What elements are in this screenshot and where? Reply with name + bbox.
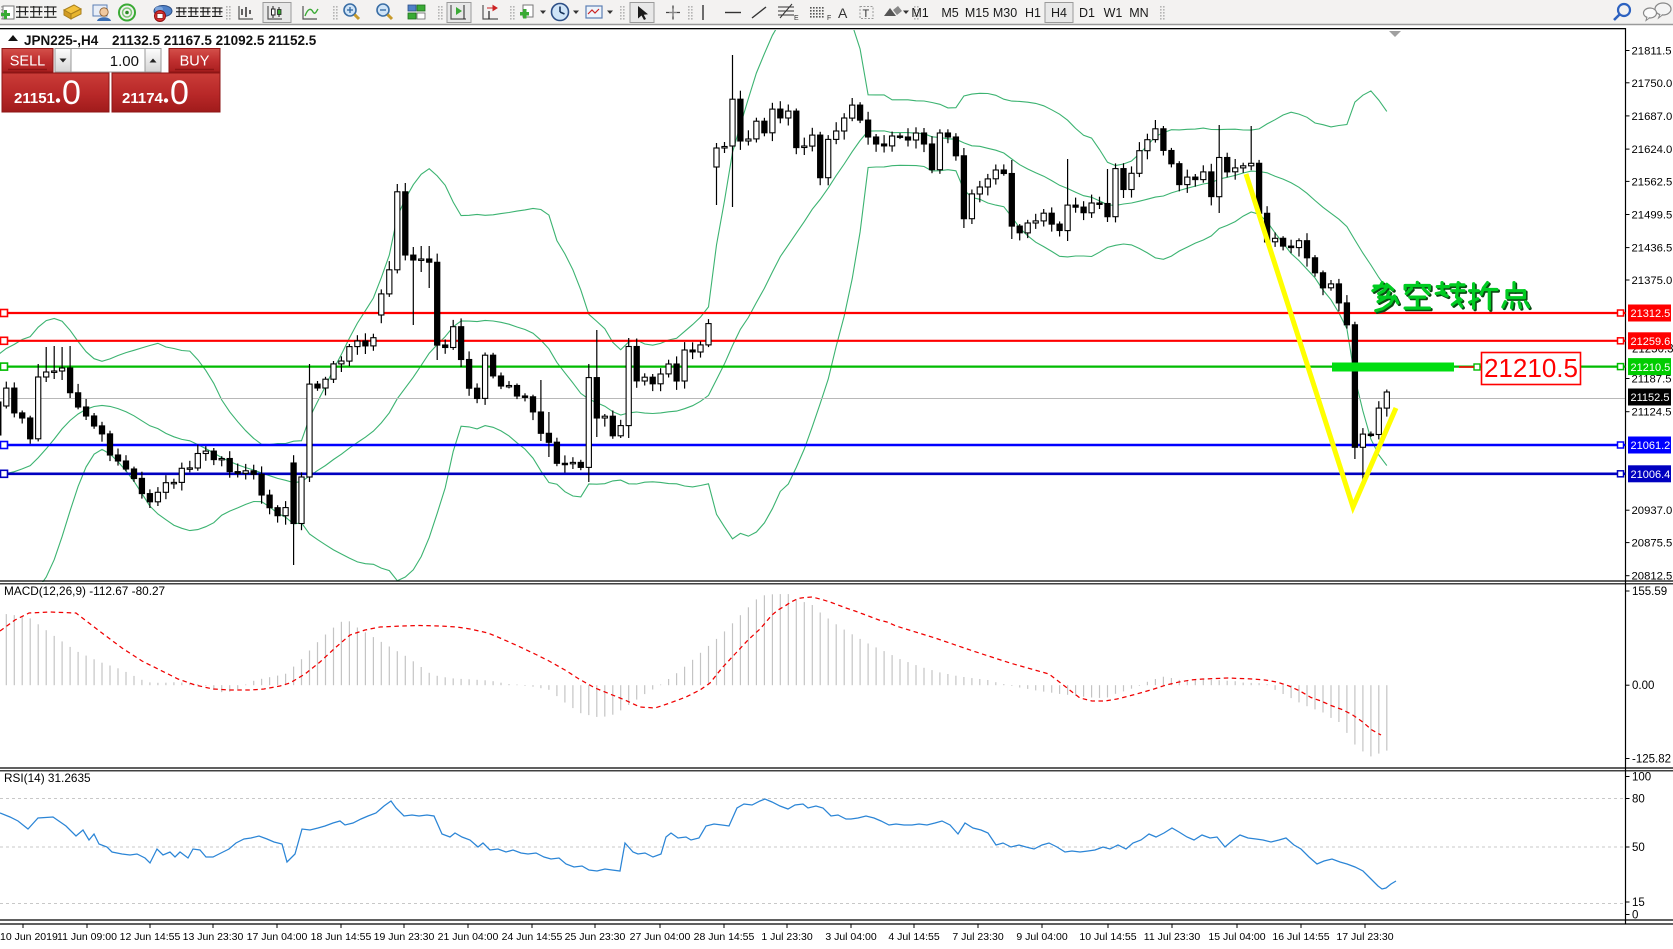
svg-text:21210.5: 21210.5 bbox=[1484, 353, 1578, 383]
svg-text:SELL: SELL bbox=[10, 54, 45, 70]
svg-text:4 Jul 14:55: 4 Jul 14:55 bbox=[888, 931, 940, 943]
svg-text:16 Jul 14:55: 16 Jul 14:55 bbox=[1272, 931, 1329, 943]
svg-text:M5: M5 bbox=[941, 6, 958, 20]
svg-text:21436.5: 21436.5 bbox=[1632, 243, 1673, 255]
svg-text:20812.5: 20812.5 bbox=[1632, 571, 1673, 583]
svg-text:M15: M15 bbox=[965, 6, 989, 20]
svg-text:RSI(14) 31.2635: RSI(14) 31.2635 bbox=[4, 771, 91, 785]
svg-text:H1: H1 bbox=[1025, 6, 1041, 20]
svg-text:155.59: 155.59 bbox=[1632, 586, 1667, 598]
svg-text:MACD(12,26,9) -112.67 -80.27: MACD(12,26,9) -112.67 -80.27 bbox=[4, 584, 165, 598]
svg-text:20937.0: 20937.0 bbox=[1632, 505, 1673, 517]
svg-text:17 Jun 04:00: 17 Jun 04:00 bbox=[247, 931, 308, 943]
svg-text:0: 0 bbox=[1632, 910, 1638, 922]
svg-text:15 Jul 04:00: 15 Jul 04:00 bbox=[1208, 931, 1265, 943]
svg-text:21750.0: 21750.0 bbox=[1632, 78, 1673, 90]
svg-text:21624.0: 21624.0 bbox=[1632, 144, 1673, 156]
svg-text:21132.5 21167.5 21092.5 21152.: 21132.5 21167.5 21092.5 21152.5 bbox=[112, 33, 317, 48]
svg-text:21210.5: 21210.5 bbox=[1631, 362, 1671, 374]
svg-text:21174: 21174 bbox=[122, 90, 164, 107]
svg-text:11 Jun 09:00: 11 Jun 09:00 bbox=[57, 931, 117, 943]
svg-text:D1: D1 bbox=[1079, 6, 1095, 20]
svg-text:21562.5: 21562.5 bbox=[1632, 176, 1673, 188]
svg-text:13 Jun 23:30: 13 Jun 23:30 bbox=[183, 931, 244, 943]
svg-text:7 Jul 23:30: 7 Jul 23:30 bbox=[952, 931, 1004, 943]
svg-text:25 Jun 23:30: 25 Jun 23:30 bbox=[565, 931, 626, 943]
svg-text:28 Jun 14:55: 28 Jun 14:55 bbox=[694, 931, 755, 943]
svg-text:9 Jul 04:00: 9 Jul 04:00 bbox=[1016, 931, 1068, 943]
svg-text:80: 80 bbox=[1632, 794, 1645, 806]
svg-text:15: 15 bbox=[1632, 897, 1645, 909]
svg-text:19 Jun 23:30: 19 Jun 23:30 bbox=[374, 931, 435, 943]
svg-text:T: T bbox=[863, 8, 870, 20]
svg-text:11 Jul 23:30: 11 Jul 23:30 bbox=[1144, 931, 1201, 943]
svg-text:21259.6: 21259.6 bbox=[1631, 336, 1671, 348]
svg-text:21187.5: 21187.5 bbox=[1632, 374, 1672, 386]
svg-text:10 Jul 14:55: 10 Jul 14:55 bbox=[1079, 931, 1136, 943]
svg-text:BUY: BUY bbox=[180, 54, 210, 70]
svg-text:27 Jun 04:00: 27 Jun 04:00 bbox=[630, 931, 691, 943]
svg-text:JPN225-,H4: JPN225-,H4 bbox=[24, 33, 99, 48]
svg-text:12 Jun 14:55: 12 Jun 14:55 bbox=[120, 931, 181, 943]
svg-text:10 Jun 2019: 10 Jun 2019 bbox=[0, 931, 58, 943]
svg-text:M1: M1 bbox=[911, 6, 928, 20]
svg-text:W1: W1 bbox=[1104, 6, 1123, 20]
svg-text:0: 0 bbox=[62, 74, 81, 112]
svg-text:17 Jul 23:30: 17 Jul 23:30 bbox=[1336, 931, 1393, 943]
svg-text:21499.5: 21499.5 bbox=[1632, 210, 1673, 222]
svg-text:1 Jul 23:30: 1 Jul 23:30 bbox=[761, 931, 813, 943]
svg-text:H4: H4 bbox=[1051, 6, 1067, 20]
svg-text:18 Jun 14:55: 18 Jun 14:55 bbox=[311, 931, 372, 943]
svg-text:21061.2: 21061.2 bbox=[1631, 440, 1671, 452]
svg-text:1.00: 1.00 bbox=[110, 53, 139, 70]
svg-text:21152.5: 21152.5 bbox=[1631, 392, 1670, 404]
svg-text:21687.0: 21687.0 bbox=[1632, 111, 1673, 123]
svg-text:21006.4: 21006.4 bbox=[1631, 469, 1671, 481]
svg-text:0.00: 0.00 bbox=[1632, 680, 1654, 692]
svg-text:0: 0 bbox=[170, 74, 189, 112]
svg-text:100: 100 bbox=[1632, 772, 1651, 784]
svg-text:21811.5: 21811.5 bbox=[1632, 46, 1672, 58]
svg-text:21124.5: 21124.5 bbox=[1632, 407, 1672, 419]
svg-text:A: A bbox=[838, 5, 848, 21]
svg-text:MN: MN bbox=[1129, 6, 1148, 20]
svg-text:3 Jul 04:00: 3 Jul 04:00 bbox=[825, 931, 877, 943]
svg-text:20875.5: 20875.5 bbox=[1632, 538, 1673, 550]
svg-text:F: F bbox=[827, 15, 831, 22]
svg-text:50: 50 bbox=[1632, 842, 1645, 854]
svg-text:-125.82: -125.82 bbox=[1632, 754, 1671, 766]
svg-text:M30: M30 bbox=[993, 6, 1017, 20]
svg-text:21312.5: 21312.5 bbox=[1631, 308, 1671, 320]
svg-text:24 Jun 14:55: 24 Jun 14:55 bbox=[502, 931, 563, 943]
svg-text:E: E bbox=[794, 15, 799, 22]
svg-text:21375.0: 21375.0 bbox=[1632, 275, 1673, 287]
svg-text:21151: 21151 bbox=[14, 90, 55, 107]
svg-text:21 Jun 04:00: 21 Jun 04:00 bbox=[438, 931, 499, 943]
